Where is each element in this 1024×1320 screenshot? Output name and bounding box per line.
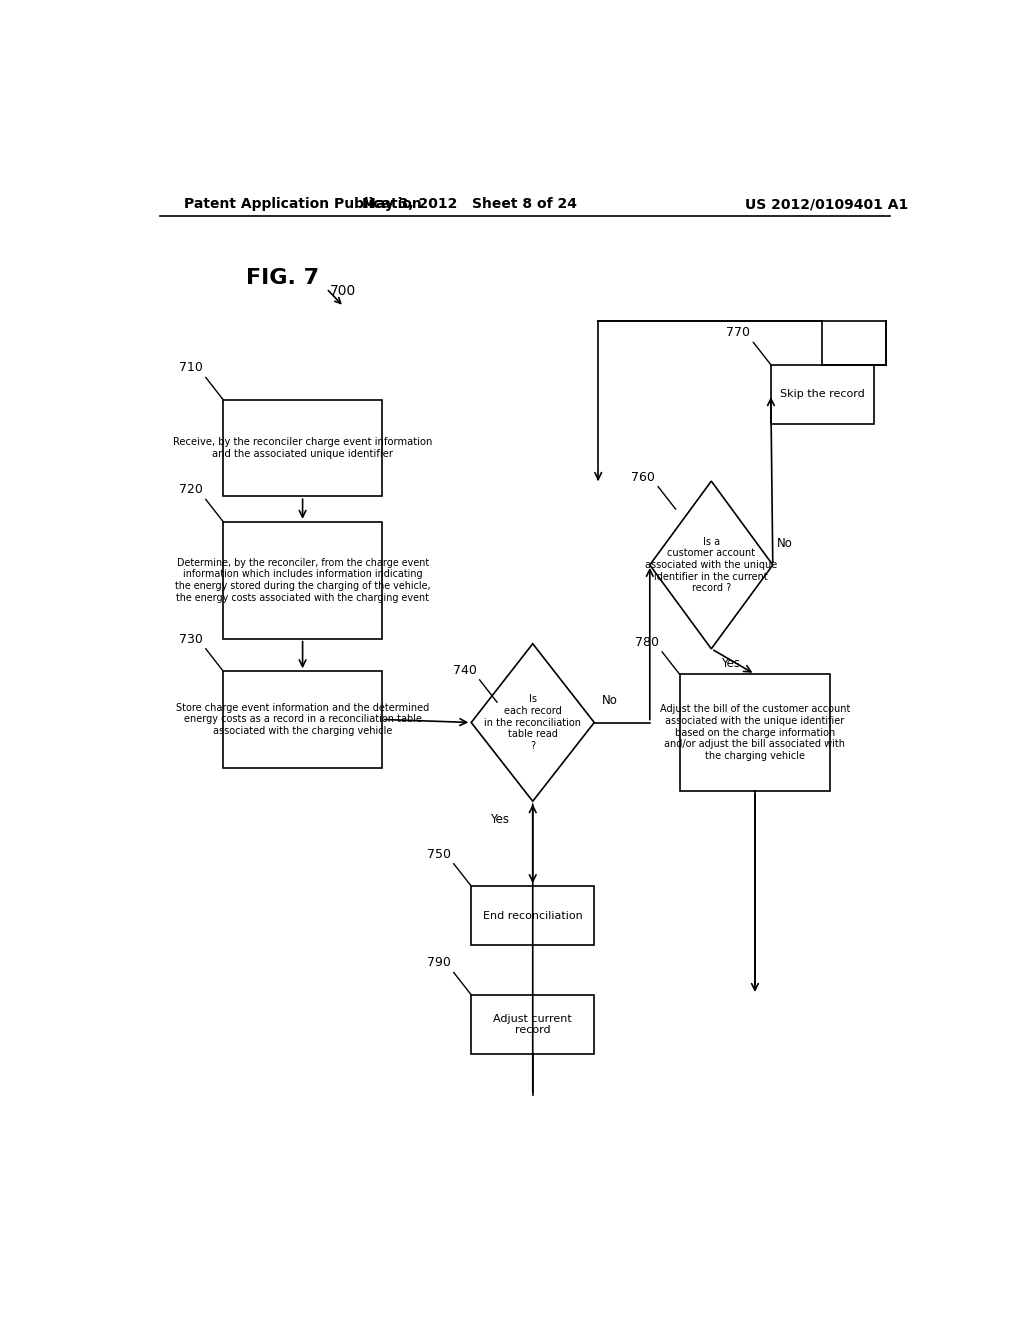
Text: 770: 770 xyxy=(726,326,751,339)
Text: 750: 750 xyxy=(427,847,451,861)
Polygon shape xyxy=(650,480,773,649)
Text: 740: 740 xyxy=(453,664,476,677)
FancyBboxPatch shape xyxy=(771,364,874,424)
Text: Skip the record: Skip the record xyxy=(780,389,865,399)
Text: 760: 760 xyxy=(631,471,655,483)
Text: Yes: Yes xyxy=(489,813,509,826)
FancyBboxPatch shape xyxy=(471,886,594,945)
Text: 730: 730 xyxy=(179,632,203,645)
Text: Adjust the bill of the customer account
associated with the unique identifier
ba: Adjust the bill of the customer account … xyxy=(659,705,850,760)
Text: No: No xyxy=(777,537,793,549)
Text: Is
each record
in the reconciliation
table read
?: Is each record in the reconciliation tab… xyxy=(484,694,582,751)
Text: Determine, by the reconciler, from the charge event
information which includes i: Determine, by the reconciler, from the c… xyxy=(175,558,430,603)
Text: 710: 710 xyxy=(179,362,203,375)
FancyBboxPatch shape xyxy=(680,675,830,791)
Text: Is a
customer account
associated with the unique
identifier in the current
recor: Is a customer account associated with th… xyxy=(645,537,777,593)
Text: Adjust current
record: Adjust current record xyxy=(494,1014,572,1035)
FancyBboxPatch shape xyxy=(223,671,382,768)
Text: FIG. 7: FIG. 7 xyxy=(246,268,319,288)
Text: 790: 790 xyxy=(427,957,451,969)
Text: Patent Application Publication: Patent Application Publication xyxy=(183,197,421,211)
Text: Receive, by the reconciler charge event information
and the associated unique id: Receive, by the reconciler charge event … xyxy=(173,437,432,459)
Text: US 2012/0109401 A1: US 2012/0109401 A1 xyxy=(744,197,908,211)
Text: End reconciliation: End reconciliation xyxy=(483,911,583,920)
Text: 780: 780 xyxy=(635,636,658,649)
Polygon shape xyxy=(471,644,594,801)
FancyBboxPatch shape xyxy=(223,521,382,639)
Text: 700: 700 xyxy=(331,284,356,297)
FancyBboxPatch shape xyxy=(471,995,594,1053)
Text: Store charge event information and the determined
energy costs as a record in a : Store charge event information and the d… xyxy=(176,702,429,737)
Text: 720: 720 xyxy=(179,483,203,496)
FancyBboxPatch shape xyxy=(223,400,382,496)
Text: May 3, 2012   Sheet 8 of 24: May 3, 2012 Sheet 8 of 24 xyxy=(361,197,577,211)
Text: No: No xyxy=(602,694,618,708)
Text: Yes: Yes xyxy=(721,657,739,671)
